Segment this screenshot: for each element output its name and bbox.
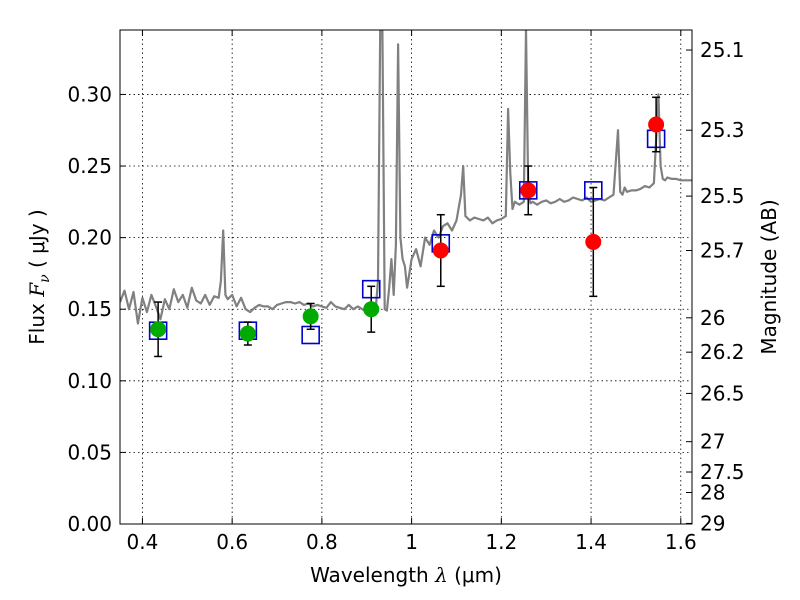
mag-tick-label: 27 <box>700 430 725 454</box>
mag-tick-label: 28 <box>700 480 725 504</box>
y-tick-label: 0.00 <box>67 512 112 536</box>
x-tick-label: 1 <box>405 530 418 554</box>
red-point <box>520 182 537 199</box>
x-tick-label: 1.4 <box>575 530 607 554</box>
mag-tick-label: 25.5 <box>700 184 745 208</box>
y-tick-label: 0.10 <box>67 369 112 393</box>
green-point <box>239 325 256 342</box>
green-point <box>150 321 167 338</box>
mag-tick-label: 26 <box>700 306 725 330</box>
mag-tick-label: 29 <box>700 511 725 535</box>
y-tick-label: 0.30 <box>67 82 112 106</box>
green-point <box>363 301 380 318</box>
y-tick-label: 0.25 <box>67 154 112 178</box>
x-tick-label: 1.2 <box>485 530 517 554</box>
y-tick-label: 0.05 <box>67 440 112 464</box>
green-point <box>302 308 319 325</box>
y-axis-label: Flux Fν ( μJy ) <box>25 209 53 344</box>
x-axis-label: Wavelength λ (μm) <box>310 563 502 587</box>
mag-tick-label: 25.7 <box>700 239 745 263</box>
red-point <box>648 116 665 133</box>
mag-tick-label: 25.1 <box>700 38 745 62</box>
plot-frame <box>119 29 693 525</box>
error-bars <box>150 96 665 358</box>
red-point <box>585 233 602 250</box>
x-tick-label: 0.4 <box>127 530 159 554</box>
mag-tick-label: 26.5 <box>700 381 745 405</box>
mag-tick-label: 26.2 <box>700 340 745 364</box>
x-tick-label: 0.8 <box>306 530 338 554</box>
x-tick-label: 1.6 <box>665 530 697 554</box>
y-tick-label: 0.20 <box>67 226 112 250</box>
y2-axis-label: Magnitude (AB) <box>757 199 781 354</box>
y-tick-label: 0.15 <box>67 297 112 321</box>
x-tick-label: 0.6 <box>216 530 248 554</box>
mag-tick-label: 27.5 <box>700 460 745 484</box>
red-point <box>432 242 449 259</box>
axis-ticks: 0.4 0.6 0.8 1 1.2 1.4 1.6 0.00 0.05 0.10 0.15 0.20 0… <box>67 30 745 554</box>
mag-tick-label: 25.3 <box>700 118 745 142</box>
spectrum-line <box>120 30 692 325</box>
